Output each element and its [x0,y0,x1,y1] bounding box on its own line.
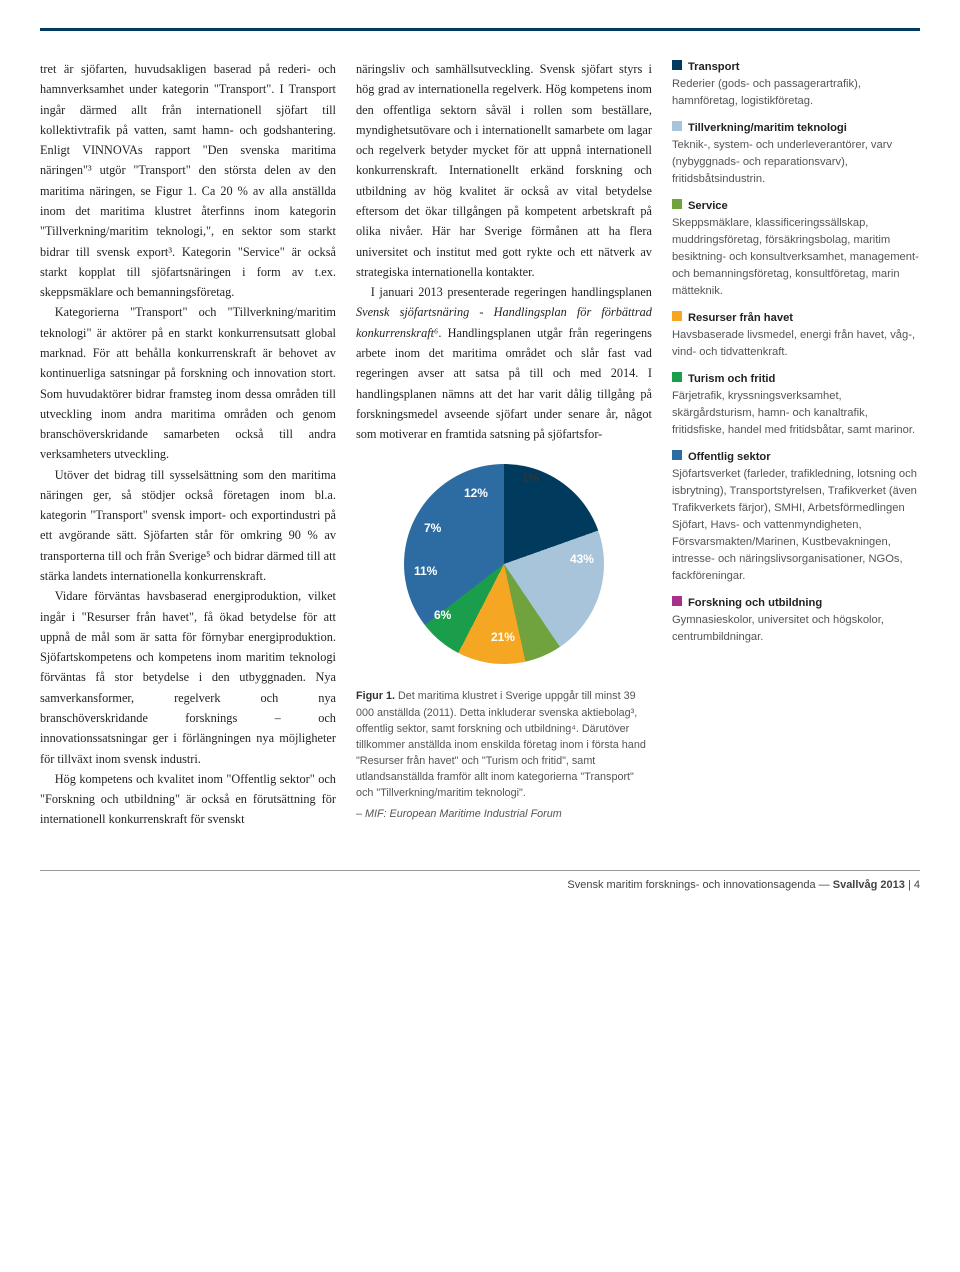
legend-title: Tillverkning/maritim teknologi [672,120,920,137]
col2-p1: näringsliv och samhällsutveckling. Svens… [356,59,652,282]
legend-body: Gymnasieskolor, universitet och högskolo… [672,612,920,646]
caption-lead: Figur 1. [356,690,395,702]
column-2: näringsliv och samhällsutveckling. Svens… [356,59,652,830]
pie-slice-label: 7% [424,519,441,539]
legend-title: Resurser från havet [672,310,920,327]
legend-body: Sjöfartsverket (farleder, trafikledning,… [672,466,920,585]
pie-chart: 43% 21% 6% 11% 7% 12% 1% [394,454,614,674]
page: tret är sjöfarten, huvudsakligen baserad… [0,0,960,911]
footer-text: Svensk maritim forsknings- och innovatio… [567,879,832,891]
top-rule [40,28,920,31]
col1-p2: Kategorierna "Transport" och "Tillverkni… [40,302,336,464]
pie-slice-label: 12% [464,484,488,504]
column-1: tret är sjöfarten, huvudsakligen baserad… [40,59,336,830]
legend-body: Färjetrafik, kryssningsverksamhet, skärg… [672,388,920,439]
legend-color-swatch [672,450,682,460]
legend-item: Tillverkning/maritim teknologiTeknik-, s… [672,120,920,188]
col2-p2: I januari 2013 presenterade regeringen h… [356,282,652,444]
col2-p2b: . Handlingsplanen utgår från regeringens… [356,326,652,441]
legend-title: Service [672,198,920,215]
legend-item: TransportRederier (gods- och passagerart… [672,59,920,110]
col2-p2a: I januari 2013 presenterade regeringen h… [371,285,652,299]
legend-color-swatch [672,121,682,131]
legend-item: Forskning och utbildningGymnasieskolor, … [672,595,920,646]
legend-body: Havsbaserade livsmedel, energi från have… [672,327,920,361]
col1-p5: Hög kompetens och kvalitet inom "Offentl… [40,769,336,830]
col1-p4: Vidare förväntas havsbaserad energiprodu… [40,586,336,769]
legend-item: Offentlig sektorSjöfartsverket (farleder… [672,449,920,585]
caption-source: – MIF: European Maritime Industrial Foru… [356,806,652,822]
legend-title: Offentlig sektor [672,449,920,466]
page-footer: Svensk maritim forsknings- och innovatio… [40,870,920,891]
legend-color-swatch [672,199,682,209]
pie-slice-label: 43% [570,550,594,570]
pie-slice-label: 1% [522,469,539,489]
footer-bold: Svallvåg 2013 [833,879,905,891]
legend-body: Teknik-, system- och underleverantörer, … [672,137,920,188]
column-container: tret är sjöfarten, huvudsakligen baserad… [40,59,920,830]
legend-color-swatch [672,60,682,70]
col1-p3: Utöver det bidrag till sysselsättning so… [40,465,336,587]
legend-color-swatch [672,372,682,382]
caption-body: Det maritima klustret i Sverige uppgår t… [356,690,646,799]
legend-item: Turism och fritidFärjetrafik, kryssnings… [672,371,920,439]
legend-title: Transport [672,59,920,76]
col1-p1: tret är sjöfarten, huvudsakligen baserad… [40,59,336,302]
legend-title: Forskning och utbildning [672,595,920,612]
legend-item: ServiceSkeppsmäklare, klassificeringssäl… [672,198,920,300]
legend-color-swatch [672,596,682,606]
legend-item: Resurser från havetHavsbaserade livsmede… [672,310,920,361]
legend-color-swatch [672,311,682,321]
legend-body: Skeppsmäklare, klassificeringssällskap, … [672,215,920,300]
pie-slice-label: 6% [434,606,451,626]
footer-page: | 4 [905,879,920,891]
sidebar-legend: TransportRederier (gods- och passagerart… [672,59,920,830]
legend-title: Turism och fritid [672,371,920,388]
figure-caption: Figur 1. Det maritima klustret i Sverige… [356,688,652,822]
pie-slice-label: 11% [414,562,437,582]
pie-slice-label: 21% [491,628,515,648]
legend-body: Rederier (gods- och passagerartrafik), h… [672,76,920,110]
